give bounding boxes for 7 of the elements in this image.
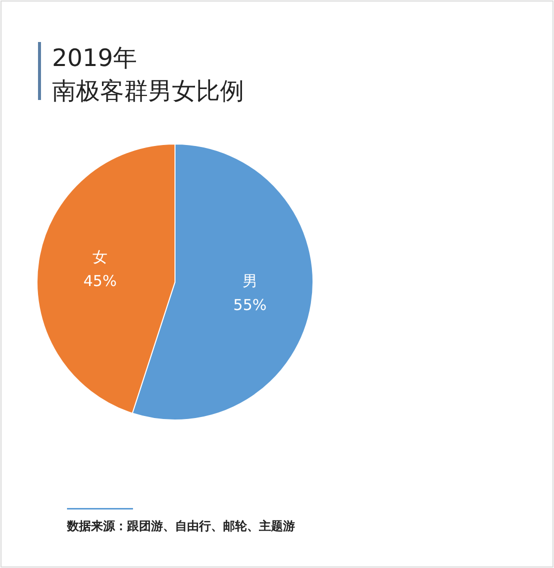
slice-label: 女 bbox=[92, 248, 108, 266]
chart-title: 2019年 bbox=[52, 44, 138, 72]
data-label: 55% bbox=[233, 296, 267, 314]
chart-subtitle: 南极客群男女比例 bbox=[52, 77, 244, 105]
slice-label: 男 bbox=[242, 272, 258, 290]
data-label: 45% bbox=[83, 272, 117, 290]
source-note: 数据来源：跟团游、自由行、邮轮、主题游 bbox=[66, 519, 295, 533]
